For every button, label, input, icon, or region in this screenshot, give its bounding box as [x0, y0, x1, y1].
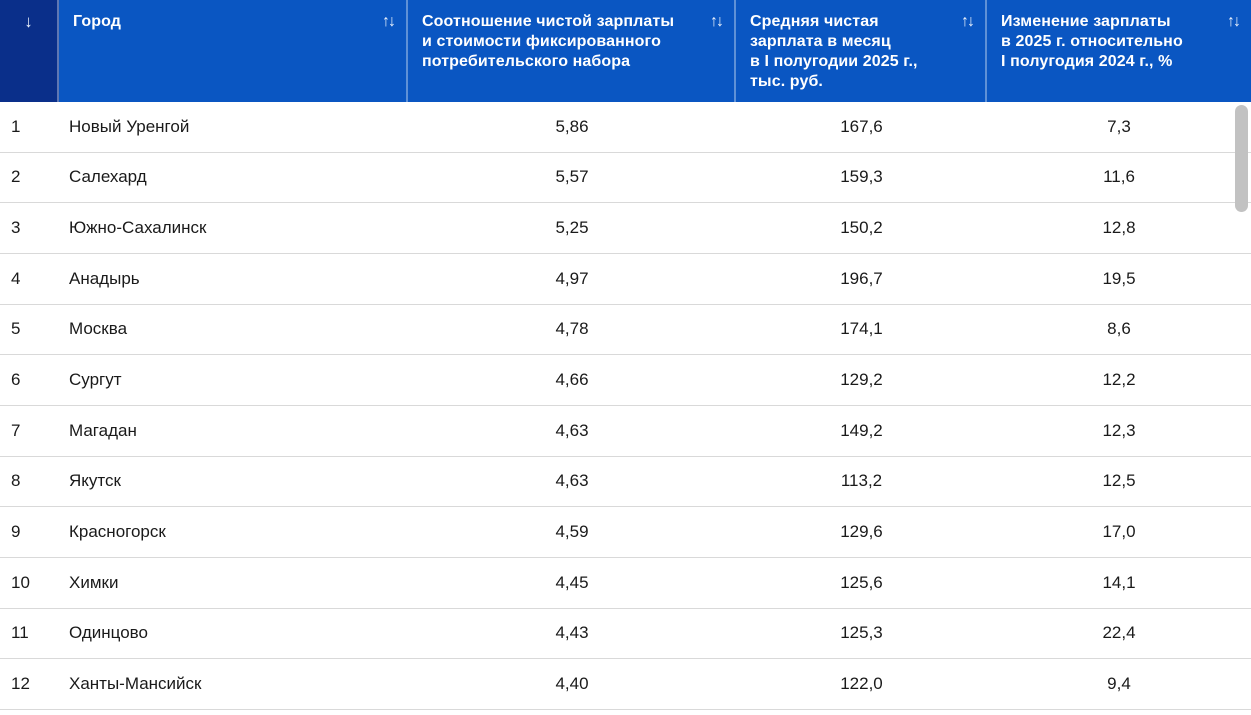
salary-cell: 196,7: [840, 268, 883, 288]
rank-cell: 6: [11, 370, 21, 390]
ratio-cell: 5,57: [555, 167, 589, 187]
rank-cell: 9: [11, 522, 21, 542]
change-cell: 22,4: [1102, 623, 1136, 643]
salary-cell: 125,3: [840, 623, 883, 643]
table-row: 11 Одинцово 4,43 125,3 22,4: [0, 608, 1251, 660]
table-row: 3 Южно-Сахалинск 5,25 150,2 12,8: [0, 203, 1251, 254]
change-cell: 12,2: [1102, 370, 1136, 390]
ratio-cell: 4,78: [555, 319, 589, 339]
table-row: 7 Магадан 4,63 149,2 12,3: [0, 405, 1251, 457]
ratio-cell: 4,45: [555, 572, 589, 592]
change-cell: 12,8: [1102, 218, 1136, 238]
sort-toggle-icon[interactable]: ↑↓: [382, 13, 396, 30]
salary-cell: 129,6: [840, 522, 883, 542]
header-ratio[interactable]: Соотношение чистой зарплаты и стоимости …: [408, 0, 736, 102]
city-cell: Ханты-Мансийск: [69, 674, 202, 694]
change-cell: 7,3: [1107, 116, 1131, 136]
rank-cell: 12: [11, 674, 30, 694]
sort-toggle-icon[interactable]: ↑↓: [961, 13, 975, 30]
sort-descending-icon[interactable]: ↓: [24, 12, 33, 31]
city-cell: Одинцово: [69, 623, 148, 643]
rank-cell: 7: [11, 420, 21, 440]
table-row: 4 Анадырь 4,97 196,7 19,5: [0, 253, 1251, 305]
ratio-cell: 4,63: [555, 420, 589, 440]
ratio-cell: 4,59: [555, 522, 589, 542]
table-row: 9 Красногорск 4,59 129,6 17,0: [0, 507, 1251, 558]
change-cell: 12,3: [1102, 420, 1136, 440]
header-change[interactable]: Изменение зарплаты в 2025 г. относительн…: [987, 0, 1251, 102]
ratio-cell: 5,25: [555, 218, 589, 238]
ratio-cell: 4,66: [555, 370, 589, 390]
city-cell: Анадырь: [69, 268, 140, 288]
header-salary[interactable]: Средняя чистая зарплата в месяц в I полу…: [736, 0, 987, 102]
salary-cell: 167,6: [840, 116, 883, 136]
city-cell: Москва: [69, 319, 128, 339]
change-cell: 17,0: [1102, 522, 1136, 542]
city-cell: Южно-Сахалинск: [69, 218, 207, 238]
rank-cell: 3: [11, 218, 21, 238]
table-header: ↓ Город ↑↓ Соотношение чистой зарплаты и…: [0, 0, 1251, 102]
city-cell: Химки: [69, 572, 119, 592]
header-rank-sort[interactable]: ↓: [0, 0, 59, 102]
change-cell: 9,4: [1107, 674, 1131, 694]
ratio-cell: 4,43: [555, 623, 589, 643]
ratio-cell: 4,40: [555, 674, 589, 694]
table-row: 5 Москва 4,78 174,1 8,6: [0, 304, 1251, 356]
table-row: 10 Химки 4,45 125,6 14,1: [0, 557, 1251, 609]
salary-cell: 125,6: [840, 572, 883, 592]
change-cell: 14,1: [1102, 572, 1136, 592]
table-row: 8 Якутск 4,63 113,2 12,5: [0, 456, 1251, 508]
city-cell: Новый Уренгой: [69, 116, 190, 136]
vertical-scrollbar-thumb[interactable]: [1235, 105, 1248, 212]
salary-cell: 122,0: [840, 674, 883, 694]
rank-cell: 4: [11, 268, 21, 288]
salary-cell: 113,2: [840, 471, 883, 491]
rank-cell: 2: [11, 167, 21, 187]
header-change-label: Изменение зарплаты в 2025 г. относительн…: [1001, 13, 1183, 70]
city-cell: Красногорск: [69, 522, 166, 542]
table-row: 1 Новый Уренгой 5,86 167,6 7,3: [0, 102, 1251, 153]
change-cell: 19,5: [1102, 268, 1136, 288]
sort-toggle-icon[interactable]: ↑↓: [1227, 13, 1241, 30]
header-ratio-label: Соотношение чистой зарплаты и стоимости …: [422, 13, 675, 70]
sort-toggle-icon[interactable]: ↑↓: [710, 13, 724, 30]
salary-cell: 174,1: [840, 319, 883, 339]
rank-cell: 11: [11, 623, 29, 643]
table-row: 2 Салехард 5,57 159,3 11,6: [0, 152, 1251, 204]
table-row: 6 Сургут 4,66 129,2 12,2: [0, 355, 1251, 406]
rank-cell: 5: [11, 319, 21, 339]
ratio-cell: 4,63: [555, 471, 589, 491]
ratio-cell: 5,86: [555, 116, 589, 136]
ratio-cell: 4,97: [555, 268, 589, 288]
rank-cell: 1: [11, 116, 21, 136]
change-cell: 11,6: [1103, 167, 1135, 187]
change-cell: 8,6: [1107, 319, 1131, 339]
salary-cell: 150,2: [840, 218, 883, 238]
header-city[interactable]: Город ↑↓: [59, 0, 408, 102]
salary-cell: 149,2: [840, 420, 883, 440]
header-salary-label: Средняя чистая зарплата в месяц в I полу…: [750, 13, 918, 90]
header-city-label: Город: [73, 13, 122, 30]
city-cell: Салехард: [69, 167, 147, 187]
city-cell: Якутск: [69, 471, 121, 491]
salary-cell: 159,3: [840, 167, 883, 187]
city-cell: Магадан: [69, 420, 137, 440]
table-row: 12 Ханты-Мансийск 4,40 122,0 9,4: [0, 659, 1251, 710]
table-body: 1 Новый Уренгой 5,86 167,6 7,3 2 Салехар…: [0, 102, 1251, 710]
city-cell: Сургут: [69, 370, 122, 390]
salary-cell: 129,2: [840, 370, 883, 390]
change-cell: 12,5: [1102, 471, 1136, 491]
rank-cell: 10: [11, 572, 30, 592]
rank-cell: 8: [11, 471, 21, 491]
